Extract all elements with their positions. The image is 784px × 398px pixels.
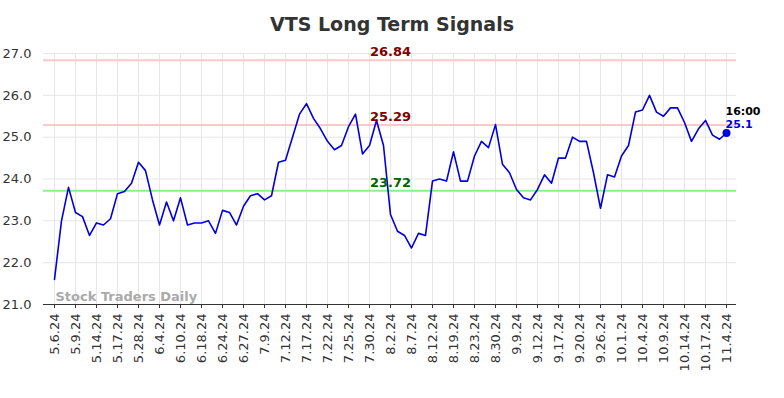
svg-text:10.9.24: 10.9.24 [656, 314, 671, 364]
svg-text:9.17.24: 9.17.24 [551, 314, 566, 364]
svg-text:26.84: 26.84 [370, 44, 411, 59]
svg-text:10.17.24: 10.17.24 [698, 314, 713, 372]
svg-text:8.2.24: 8.2.24 [383, 314, 398, 355]
svg-text:22.0: 22.0 [3, 255, 32, 270]
svg-text:Stock Traders Daily: Stock Traders Daily [56, 289, 198, 304]
svg-text:21.0: 21.0 [3, 297, 32, 312]
svg-text:10.14.24: 10.14.24 [677, 314, 692, 372]
svg-text:9.12.24: 9.12.24 [530, 314, 545, 364]
svg-text:6.4.24: 6.4.24 [152, 314, 167, 355]
svg-text:7.30.24: 7.30.24 [362, 314, 377, 364]
svg-text:6.27.24: 6.27.24 [236, 314, 251, 364]
svg-text:7.17.24: 7.17.24 [299, 314, 314, 364]
svg-text:5.14.24: 5.14.24 [89, 314, 104, 364]
html-text:VTS Long Term Signals: VTS Long Term Signals [270, 13, 514, 35]
svg-text:25.29: 25.29 [370, 109, 411, 124]
svg-text:7.22.24: 7.22.24 [320, 314, 335, 364]
svg-text:23.0: 23.0 [3, 213, 32, 228]
svg-text:5.28.24: 5.28.24 [131, 314, 146, 364]
svg-text:27.0: 27.0 [3, 46, 32, 61]
svg-text:9.26.24: 9.26.24 [593, 314, 608, 364]
svg-text:7.9.24: 7.9.24 [257, 314, 272, 355]
svg-text:10.1.24: 10.1.24 [614, 314, 629, 364]
svg-text:26.0: 26.0 [3, 87, 32, 102]
svg-text:9.20.24: 9.20.24 [572, 314, 587, 364]
svg-text:8.19.24: 8.19.24 [446, 314, 461, 364]
svg-text:5.17.24: 5.17.24 [110, 314, 125, 364]
svg-text:25.1: 25.1 [726, 118, 753, 131]
svg-text:16:00: 16:00 [726, 105, 761, 118]
svg-text:8.30.24: 8.30.24 [488, 314, 503, 364]
svg-text:8.7.24: 8.7.24 [404, 314, 419, 355]
svg-text:5.6.24: 5.6.24 [47, 314, 62, 355]
svg-text:7.25.24: 7.25.24 [341, 314, 356, 364]
svg-text:7.12.24: 7.12.24 [278, 314, 293, 364]
svg-text:8.12.24: 8.12.24 [425, 314, 440, 364]
svg-text:23.72: 23.72 [370, 175, 411, 190]
svg-text:10.4.24: 10.4.24 [635, 314, 650, 364]
svg-text:25.0: 25.0 [3, 129, 32, 144]
svg-text:8.23.24: 8.23.24 [467, 314, 482, 364]
svg-text:11.4.24: 11.4.24 [719, 314, 734, 364]
svg-text:6.10.24: 6.10.24 [173, 314, 188, 364]
svg-text:5.9.24: 5.9.24 [68, 314, 83, 355]
svg-text:6.18.24: 6.18.24 [194, 314, 209, 364]
svg-text:9.9.24: 9.9.24 [509, 314, 524, 355]
svg-text:24.0: 24.0 [3, 171, 32, 186]
svg-text:6.24.24: 6.24.24 [215, 314, 230, 364]
